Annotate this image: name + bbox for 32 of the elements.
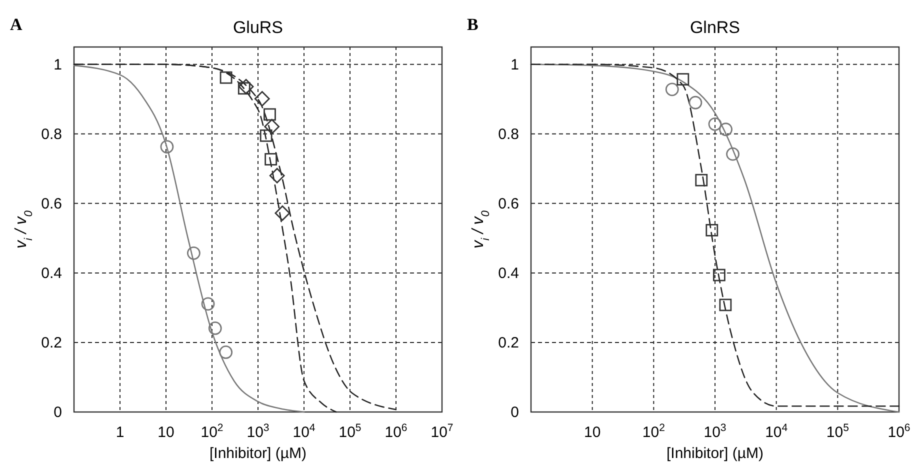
y-tick-label: 0.6 <box>498 195 519 212</box>
x-tick-label: 10$^{4}$ <box>765 422 788 441</box>
x-tick-label: 10$^{5}$ <box>826 422 850 441</box>
y-tick-label: 0.2 <box>498 334 519 352</box>
y-tick-label: 0.8 <box>498 126 519 143</box>
y-tick-label: 0.8 <box>41 126 62 143</box>
y-tick-label: 0.6 <box>41 195 62 212</box>
x-tick-label: 10$^{2}$ <box>200 422 224 441</box>
x-tick-label: 10$^{7}$ <box>430 422 454 441</box>
chart-title: GlnRS <box>690 18 740 37</box>
y-tick-label: 0 <box>510 404 519 421</box>
x-tick-label: 10$^{6}$ <box>888 422 910 441</box>
x-tick-label: 10$^{6}$ <box>384 422 408 441</box>
x-tick-label: 10$^{4}$ <box>292 422 316 441</box>
y-tick-label: 0.4 <box>41 264 62 282</box>
x-axis-title: [Inhibitor] (µM) <box>210 445 306 462</box>
chart-title: GluRS <box>232 18 284 37</box>
x-tick-label: 10 <box>158 424 174 441</box>
text: B <box>467 15 478 34</box>
y-tick-label: 0.4 <box>498 264 519 282</box>
y-tick-label: 0.2 <box>41 334 62 352</box>
y-tick-label: 0 <box>54 404 62 421</box>
x-tick-label: 10 <box>584 424 601 441</box>
y-tick-label: 1 <box>54 56 62 74</box>
y-tick-label: 1 <box>510 56 519 74</box>
x-tick-label: 10$^{3}$ <box>246 422 270 441</box>
x-axis-title: [Inhibitor] (µM) <box>666 445 764 462</box>
x-tick-label: 1 <box>116 424 124 441</box>
text: A <box>10 15 23 34</box>
x-tick-label: 10$^{3}$ <box>704 422 726 441</box>
x-tick-label: 10$^{5}$ <box>338 422 362 441</box>
x-tick-label: 10$^{2}$ <box>642 422 666 441</box>
